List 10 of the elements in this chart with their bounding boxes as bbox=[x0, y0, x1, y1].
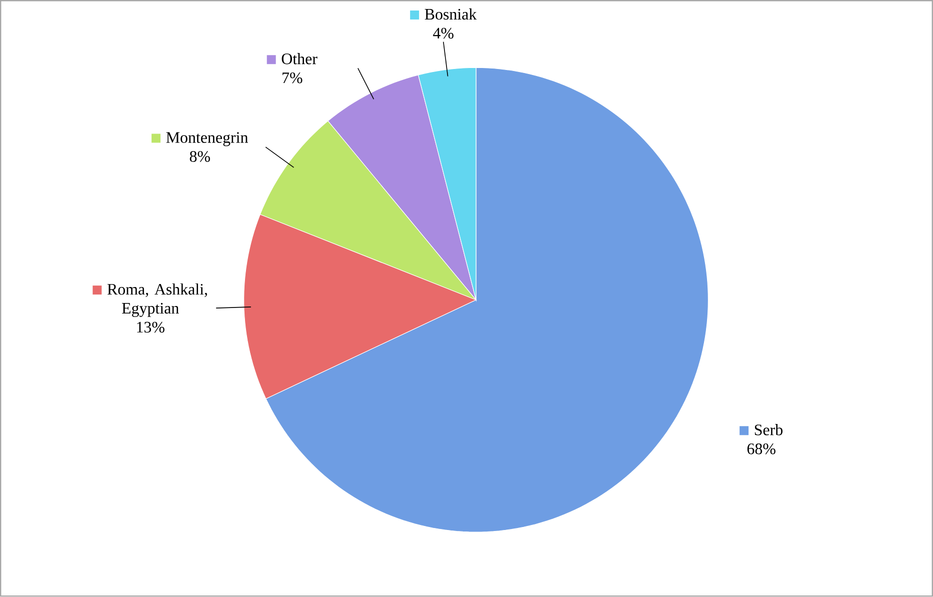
data-label: 7% bbox=[282, 72, 302, 84]
legend-label: Bosniak bbox=[424, 8, 477, 20]
data-label: 13% bbox=[137, 322, 164, 333]
data-label: 8% bbox=[190, 151, 210, 162]
legend-label: Serb bbox=[754, 424, 783, 436]
data-label: 4% bbox=[433, 28, 454, 39]
legend-label: Other bbox=[282, 53, 318, 64]
legend-label: Montenegrin bbox=[166, 132, 248, 146]
data-label: 68% bbox=[747, 444, 776, 454]
legend-label: Roma, Ashkali, Egyptian bbox=[107, 284, 208, 318]
